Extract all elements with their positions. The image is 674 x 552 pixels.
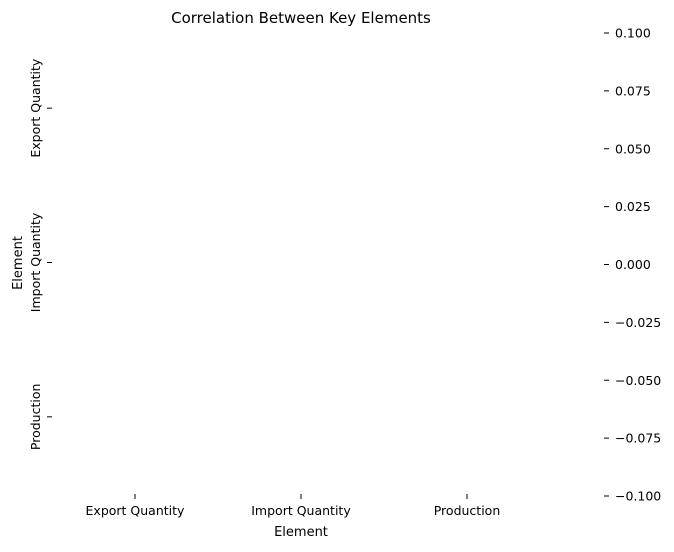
colorbar-tick-label: −0.100 bbox=[615, 489, 661, 504]
colorbar-tick-label: 0.100 bbox=[615, 26, 651, 41]
colorbar-tick-label: −0.025 bbox=[615, 315, 661, 330]
colorbar-tick-label: 0.025 bbox=[615, 199, 651, 214]
y-tick-label: Import Quantity bbox=[28, 212, 43, 312]
colorbar-tick-label: 0.075 bbox=[615, 83, 651, 98]
x-axis-label: Element bbox=[274, 525, 328, 540]
x-tick-label: Export Quantity bbox=[86, 503, 186, 518]
colorbar-tick-label: 0.000 bbox=[615, 257, 651, 272]
x-tick-label: Import Quantity bbox=[251, 503, 351, 518]
chart-title: Correlation Between Key Elements bbox=[171, 9, 431, 27]
x-axis: Export Quantity Import Quantity Production bbox=[86, 494, 501, 518]
y-tick-label: Production bbox=[28, 384, 43, 451]
x-tick-label: Production bbox=[434, 503, 501, 518]
colorbar-tick-label: −0.050 bbox=[615, 373, 661, 388]
colorbar-tick-label: −0.075 bbox=[615, 431, 661, 446]
y-tick-label: Export Quantity bbox=[28, 58, 43, 158]
colorbar-tick-label: 0.050 bbox=[615, 141, 651, 156]
colorbar-axis: 0.100 0.075 0.050 0.025 0.000 −0.025 −0.050 −0.… bbox=[604, 26, 661, 504]
y-axis: Export Quantity Import Quantity Production bbox=[28, 58, 52, 450]
y-axis-label: Element bbox=[11, 236, 26, 290]
